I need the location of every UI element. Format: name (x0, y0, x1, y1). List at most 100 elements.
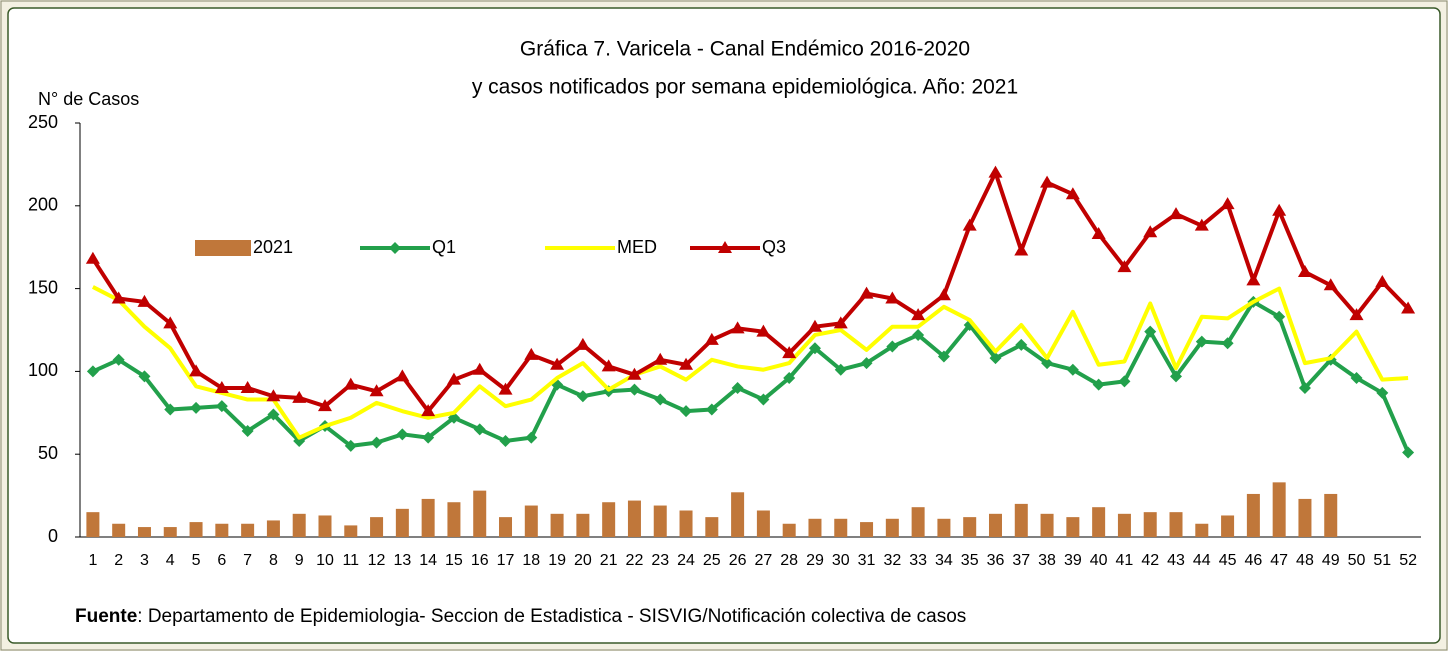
bar (756, 510, 770, 537)
marker (138, 370, 151, 383)
marker (1170, 370, 1183, 383)
chart-frame (7, 7, 1441, 644)
legend-marker (389, 242, 401, 254)
bar (1246, 493, 1260, 537)
legend-label: 2021 (253, 237, 293, 257)
x-tick-label: 34 (935, 552, 953, 569)
bar (1221, 515, 1235, 537)
x-tick-label: 5 (192, 552, 201, 569)
x-tick-label: 29 (806, 552, 824, 569)
x-tick-label: 40 (1090, 552, 1108, 569)
bar (370, 517, 384, 537)
marker (1169, 207, 1184, 220)
marker (1323, 278, 1338, 291)
marker (214, 380, 229, 393)
legend-swatch (195, 240, 251, 256)
bar (163, 527, 177, 537)
marker (422, 431, 435, 444)
marker (499, 434, 512, 447)
marker (989, 352, 1002, 365)
marker (1195, 335, 1208, 348)
bar (1195, 523, 1209, 537)
marker (137, 294, 152, 307)
bar (473, 490, 487, 537)
x-tick-label: 8 (269, 552, 278, 569)
x-tick-label: 19 (548, 552, 566, 569)
x-tick-label: 35 (961, 552, 979, 569)
bar (1143, 512, 1157, 537)
x-tick-label: 2 (114, 552, 123, 569)
marker (1220, 197, 1235, 210)
x-tick-label: 33 (909, 552, 927, 569)
x-tick-label: 47 (1270, 552, 1288, 569)
marker (576, 390, 589, 403)
marker (1015, 338, 1028, 351)
y-tick-label: 150 (28, 277, 58, 297)
marker (1066, 363, 1079, 376)
bar (1169, 512, 1183, 537)
marker (1014, 243, 1029, 256)
source: Fuente: Departamento de Epidemiologia- S… (75, 606, 966, 627)
x-tick-label: 27 (754, 552, 772, 569)
x-tick-label: 25 (703, 552, 721, 569)
marker (680, 405, 693, 418)
x-tick-label: 22 (626, 552, 644, 569)
x-tick-label: 48 (1296, 552, 1314, 569)
marker (859, 286, 874, 299)
marker (473, 423, 486, 436)
marker (1091, 226, 1106, 239)
marker (190, 401, 203, 414)
x-tick-label: 36 (987, 552, 1005, 569)
marker (395, 369, 410, 382)
x-tick-label: 44 (1193, 552, 1211, 569)
x-tick-label: 10 (316, 552, 334, 569)
x-tick-label: 20 (574, 552, 592, 569)
bar (1066, 517, 1080, 537)
bar (860, 522, 874, 537)
marker (1273, 310, 1286, 323)
bar (1040, 513, 1054, 537)
bar (344, 525, 358, 537)
bar (292, 513, 306, 537)
bar (937, 518, 951, 537)
marker (86, 365, 99, 378)
marker (833, 316, 848, 329)
bar (988, 513, 1002, 537)
x-tick-label: 30 (832, 552, 850, 569)
x-tick-label: 37 (1012, 552, 1030, 569)
marker (1118, 375, 1131, 388)
bar (1324, 493, 1338, 537)
marker (343, 377, 358, 390)
x-tick-label: 12 (368, 552, 386, 569)
y-tick-label: 0 (48, 526, 58, 546)
x-tick-label: 41 (1116, 552, 1134, 569)
bar (421, 498, 435, 537)
marker (860, 357, 873, 370)
marker (654, 393, 667, 406)
line (91, 285, 1409, 440)
x-tick-label: 9 (295, 552, 304, 569)
bar (679, 510, 693, 537)
x-tick-label: 15 (445, 552, 463, 569)
bar (1117, 513, 1131, 537)
bar (550, 513, 564, 537)
bar (808, 518, 822, 537)
marker (189, 364, 204, 377)
marker (730, 321, 745, 334)
marker (1092, 378, 1105, 391)
bar (318, 515, 332, 537)
x-tick-label: 18 (522, 552, 540, 569)
marker (1401, 301, 1416, 314)
x-tick-label: 7 (243, 552, 252, 569)
x-tick-label: 24 (677, 552, 695, 569)
marker (1376, 386, 1389, 399)
bar (447, 502, 461, 537)
marker (988, 165, 1003, 178)
bar (395, 508, 409, 537)
legend-marker (718, 241, 732, 253)
bar (266, 520, 280, 537)
bar (137, 527, 151, 537)
marker (421, 404, 436, 417)
bar (524, 505, 538, 537)
bar (86, 512, 100, 537)
